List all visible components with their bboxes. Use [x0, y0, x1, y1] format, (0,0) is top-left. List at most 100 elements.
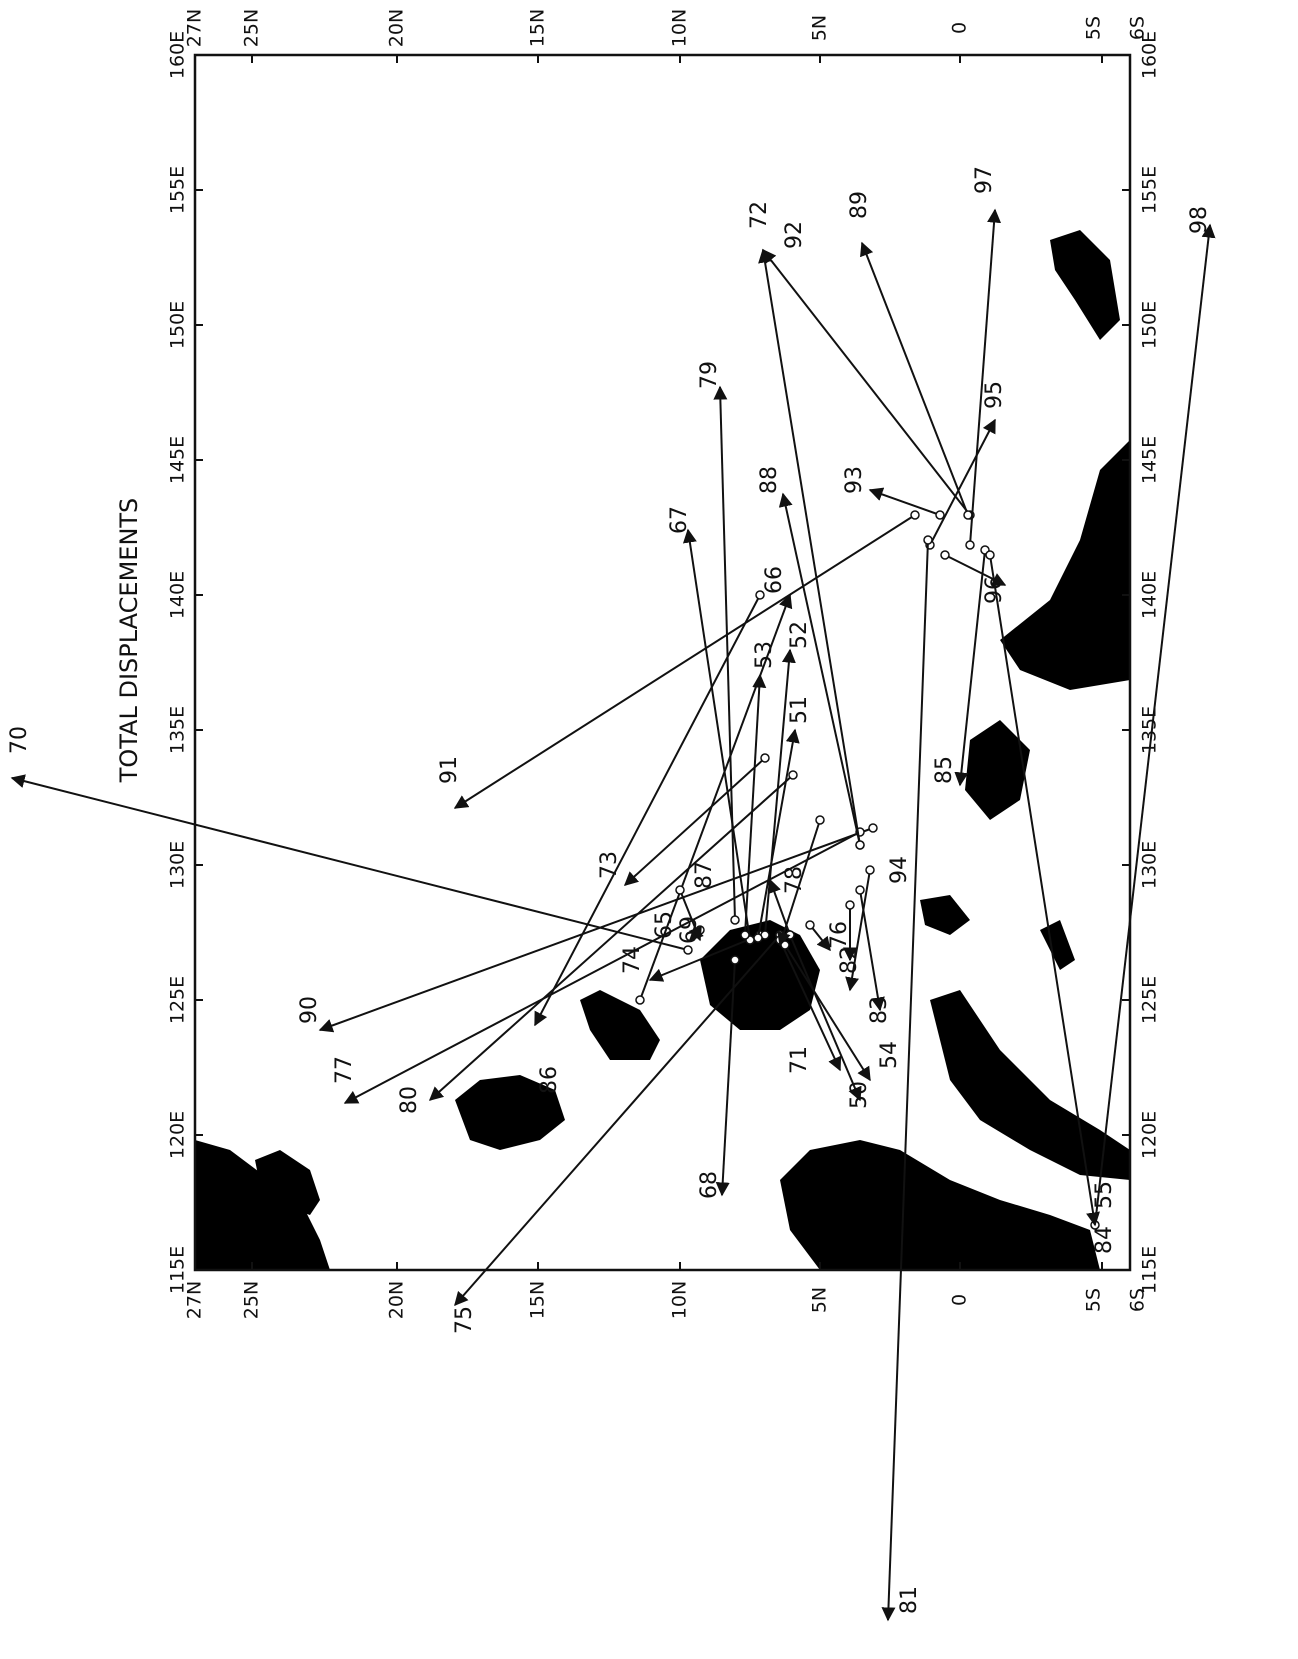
drifter-label: 92	[782, 221, 807, 249]
lon-label: 130E	[167, 841, 189, 889]
lat-label: 5N	[809, 1287, 831, 1313]
lat-label: 10N	[669, 9, 691, 47]
displacement-arrow	[318, 827, 874, 1033]
displacement-arrow	[10, 774, 689, 951]
lat-label: 27N	[184, 1281, 206, 1319]
release-point	[985, 550, 995, 560]
drifter-label: 53	[752, 641, 777, 669]
displacement-arrow	[929, 418, 996, 546]
displacement-arrow	[789, 934, 862, 1102]
release-point	[635, 995, 645, 1005]
drifter-label: 80	[397, 1086, 422, 1114]
displacement-arrow	[954, 549, 986, 787]
drifter-label: 78	[782, 866, 807, 894]
drifter-label: 76	[827, 921, 852, 949]
drifter-label: 90	[297, 996, 322, 1024]
drifter-label: 67	[667, 506, 692, 534]
drifter-label: 87	[692, 861, 717, 889]
displacement-arrow	[758, 248, 861, 846]
displacement-arrow	[744, 673, 767, 936]
lat-label: 5N	[809, 15, 831, 41]
drifter-label: 91	[437, 756, 462, 784]
lon-label: 125E	[167, 976, 189, 1024]
displacement-arrow	[860, 241, 969, 516]
lon-label: 145E	[1139, 436, 1161, 484]
release-point	[753, 933, 763, 943]
displacement-arrow	[648, 934, 761, 982]
release-point	[740, 930, 750, 940]
release-point	[965, 540, 975, 550]
displacement-arrow	[868, 487, 941, 516]
displacement-arrow	[453, 514, 916, 809]
displacement-arrow	[1094, 223, 1216, 1226]
drifter-label: 82	[837, 946, 862, 974]
lon-label: 140E	[167, 571, 189, 619]
drifter-label: 72	[747, 201, 772, 229]
lon-label: 120E	[1139, 1111, 1161, 1159]
map-frame	[193, 53, 1132, 1272]
lat-label: 0	[949, 22, 971, 34]
drifter-label: 85	[932, 756, 957, 784]
displacement-arrow	[969, 208, 1002, 546]
drifter-label: 54	[877, 1041, 902, 1069]
release-point	[730, 955, 740, 965]
displacement-arrow	[777, 819, 821, 947]
displacement-arrow	[778, 492, 861, 846]
displacement-arrow	[713, 385, 736, 921]
lat-label: 27N	[184, 9, 206, 47]
release-point	[815, 815, 825, 825]
drifter-label: 70	[7, 726, 32, 754]
drifter-label: 83	[867, 996, 892, 1024]
displacement-arrow	[859, 889, 885, 1012]
release-point	[940, 550, 950, 560]
drifter-label: 65	[652, 911, 677, 939]
release-point	[730, 915, 740, 925]
drifter-label: 93	[842, 466, 867, 494]
release-point	[805, 920, 815, 930]
lon-label: 160E	[167, 31, 189, 79]
lat-label: 15N	[527, 1281, 549, 1319]
drifter-label: 74	[620, 946, 645, 974]
drifter-label: 84	[1092, 1226, 1117, 1254]
lon-label: 150E	[167, 301, 189, 349]
displacement-arrow	[989, 554, 1100, 1227]
displacement-arrow	[639, 593, 793, 1001]
drifter-label: 79	[697, 361, 722, 389]
lat-label: 0	[949, 1294, 971, 1306]
displacement-arrow	[779, 939, 842, 1072]
release-point	[963, 510, 973, 520]
lat-label: 10N	[669, 1281, 691, 1319]
release-point	[785, 930, 795, 940]
lon-label: 150E	[1139, 301, 1161, 349]
land	[195, 230, 1130, 1270]
lat-label: 6S	[1127, 1288, 1149, 1312]
release-point	[935, 510, 945, 520]
drifter-label: 68	[697, 1171, 722, 1199]
lon-label: 135E	[167, 706, 189, 754]
lon-label: 125E	[1139, 976, 1161, 1024]
drifter-label: 75	[452, 1306, 477, 1334]
drifter-label: 69	[677, 916, 702, 944]
displacement-arrow	[343, 831, 861, 1104]
lat-label: 5S	[1083, 16, 1105, 40]
displacement-arrow	[679, 889, 702, 942]
release-point	[855, 885, 865, 895]
release-point	[923, 535, 933, 545]
release-point	[675, 885, 685, 895]
lon-label: 120E	[167, 1111, 189, 1159]
lon-label: 135E	[1139, 706, 1161, 754]
displacement-arrow	[762, 248, 971, 516]
lon-label: 160E	[1139, 31, 1161, 79]
displacement-arrow	[881, 539, 929, 1622]
map-title: TOTAL DISPLACEMENTS	[115, 498, 143, 784]
drifter-label: 66	[762, 566, 787, 594]
lon-label: 130E	[1139, 841, 1161, 889]
displacement-arrow	[454, 934, 781, 1307]
drifter-label: 98	[1187, 206, 1212, 234]
displacement-arrow	[944, 554, 1007, 586]
drifter-label: 77	[332, 1056, 357, 1084]
displacement-arrow	[715, 959, 736, 1197]
lat-label: 20N	[386, 1281, 408, 1319]
release-point	[788, 770, 798, 780]
